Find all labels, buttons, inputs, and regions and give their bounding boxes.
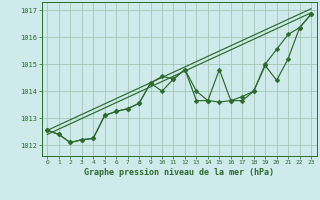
X-axis label: Graphe pression niveau de la mer (hPa): Graphe pression niveau de la mer (hPa) <box>84 168 274 177</box>
